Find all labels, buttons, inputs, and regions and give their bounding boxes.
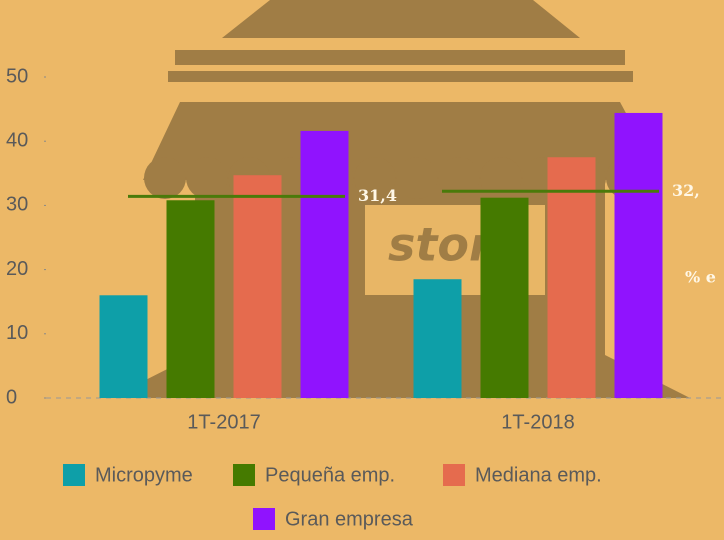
legend-label: Micropyme [95, 464, 193, 486]
bar [614, 112, 663, 399]
legend-swatch [253, 508, 275, 530]
bar [99, 295, 148, 398]
scallop [144, 157, 186, 199]
y-tick-label: 50 [6, 65, 28, 87]
bar [300, 130, 349, 399]
scallop [480, 157, 522, 199]
legend-label: Mediana emp. [475, 464, 602, 486]
scallop [396, 157, 438, 199]
scallop [354, 157, 396, 199]
scallop [438, 157, 480, 199]
annotation: % e [685, 268, 716, 287]
y-tick-label: 10 [6, 322, 28, 344]
bar [233, 175, 282, 398]
legend-swatch [233, 464, 255, 486]
y-tick-label: 30 [6, 194, 28, 216]
reference-label: 32, [672, 181, 700, 200]
scallop [186, 157, 228, 199]
reference-label: 31,4 [358, 186, 397, 205]
bar [413, 279, 462, 398]
x-tick-label: 1T-2018 [501, 411, 574, 433]
legend-swatch [63, 464, 85, 486]
y-tick-label: 0 [6, 386, 17, 408]
bar [480, 197, 529, 398]
y-tick-label: 20 [6, 258, 28, 280]
legend-label: Pequeña emp. [265, 464, 395, 486]
bar [547, 157, 596, 398]
legend-swatch [443, 464, 465, 486]
x-tick-label: 1T-2017 [187, 411, 260, 433]
y-tick-label: 40 [6, 129, 28, 151]
bar [166, 200, 215, 398]
legend-label: Gran empresa [285, 508, 414, 530]
